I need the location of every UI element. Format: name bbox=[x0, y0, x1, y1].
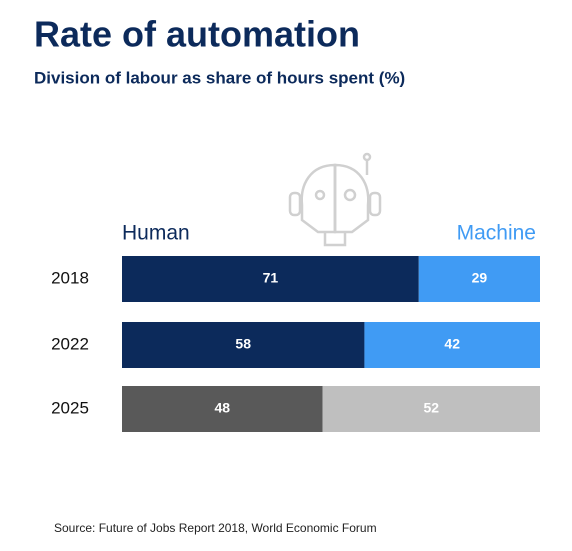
legend-label: Machine bbox=[457, 222, 536, 245]
bar-segment bbox=[364, 322, 540, 368]
bar-segment bbox=[122, 322, 365, 368]
value-label: 71 bbox=[263, 270, 279, 286]
chart-subtitle: Division of labour as share of hours spe… bbox=[34, 68, 405, 87]
legend-label: Human bbox=[122, 222, 190, 245]
value-label: 29 bbox=[472, 270, 488, 286]
value-label: 52 bbox=[424, 400, 440, 416]
source-note: Source: Future of Jobs Report 2018, Worl… bbox=[54, 521, 377, 535]
bar-segment bbox=[418, 256, 540, 302]
chart-title: Rate of automation bbox=[34, 14, 360, 55]
value-label: 58 bbox=[235, 336, 251, 352]
y-tick-label: 2022 bbox=[51, 334, 89, 353]
bar-segment bbox=[322, 386, 540, 432]
value-label: 42 bbox=[444, 336, 460, 352]
bar-segment bbox=[122, 256, 419, 302]
y-tick-label: 2025 bbox=[51, 398, 89, 417]
y-tick-label: 2018 bbox=[51, 268, 89, 287]
robot-icon bbox=[288, 152, 382, 247]
value-label: 48 bbox=[215, 400, 231, 416]
bar-segment bbox=[122, 386, 323, 432]
